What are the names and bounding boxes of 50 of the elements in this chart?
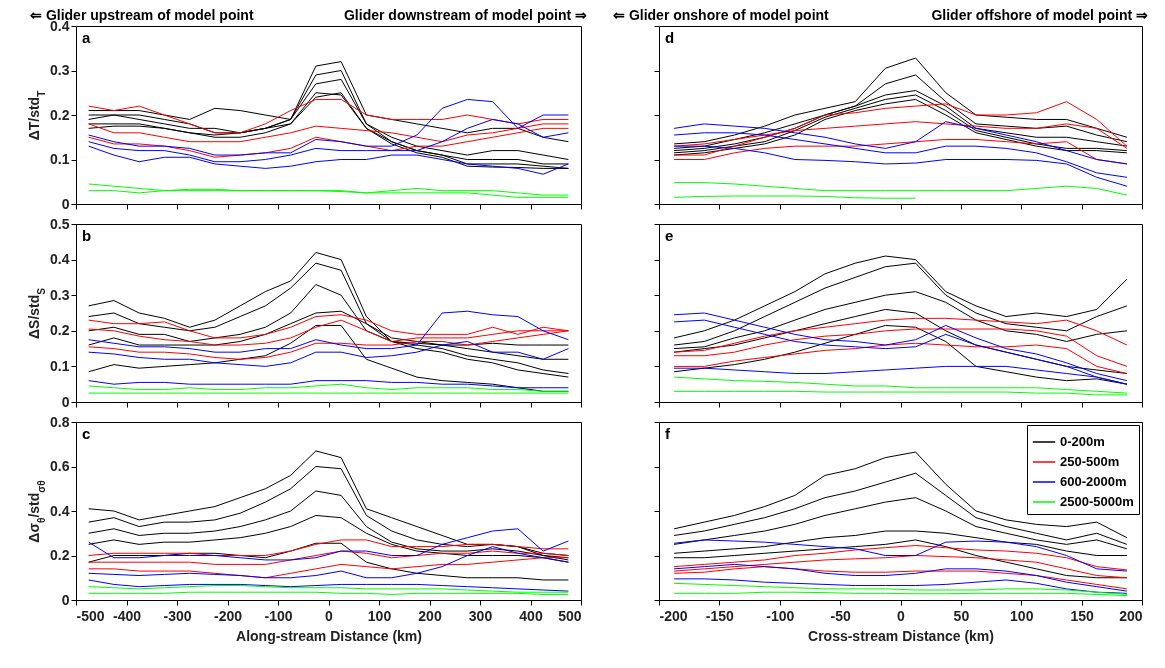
x-tick-label: 200 <box>418 607 442 624</box>
y-tick-label: 0.2 <box>50 106 70 123</box>
text: Glider downstream of model point ⇒ <box>343 7 587 23</box>
chart-title: c <box>82 425 91 442</box>
x-tick-label: -300 <box>163 607 192 624</box>
x-tick-label: -200 <box>213 607 243 624</box>
legend-label: 2500-5000m <box>1060 494 1134 509</box>
x-tick-label: -400 <box>112 607 142 624</box>
chart-title: f <box>665 425 671 442</box>
x-tick-label: -50 <box>830 607 851 624</box>
y-tick-label: 0.4 <box>50 502 70 519</box>
chart-title: d <box>665 29 675 46</box>
y-tick-label: 0.2 <box>50 547 70 563</box>
y-tick-label: 0.2 <box>50 322 70 339</box>
x-tick-label: 300 <box>468 607 493 624</box>
y-tick-label: 0.6 <box>50 458 70 474</box>
y-tick-label: 0.1 <box>50 357 70 374</box>
y-tick-label: 0.4 <box>50 251 70 268</box>
y-tick-label: 0 <box>61 591 70 608</box>
chart-title: a <box>82 29 91 46</box>
y-tick-label: 0.3 <box>50 62 70 78</box>
x-tick-label: -200 <box>659 607 688 624</box>
x-tick-label: -100 <box>264 607 293 624</box>
legend-label: 600-2000m <box>1060 474 1127 489</box>
y-tick-label: 0.5 <box>50 215 70 232</box>
chart-title: e <box>665 227 674 244</box>
chart-title: b <box>82 227 92 244</box>
x-axis-title: Cross-stream Distance (km) <box>808 627 994 644</box>
x-tick-label: 0 <box>325 607 334 624</box>
x-tick-label: 500 <box>558 607 582 624</box>
text: ⇐ Glider onshore of model point <box>613 7 830 23</box>
legend-label: 250-500m <box>1060 454 1120 469</box>
x-tick-label: 50 <box>953 607 970 624</box>
y-tick-label: 0.8 <box>50 413 70 430</box>
x-axis-title: Along-stream Distance (km) <box>236 627 422 644</box>
x-tick-label: 100 <box>367 607 392 624</box>
y-tick-label: 0.1 <box>50 151 70 167</box>
x-tick-label: 200 <box>1119 607 1143 624</box>
x-tick-label: -500 <box>76 607 105 624</box>
x-tick-label: 150 <box>1070 607 1095 624</box>
legend-label: 0-200m <box>1060 434 1105 449</box>
x-tick-label: -100 <box>766 607 795 624</box>
x-tick-label: -150 <box>705 607 735 624</box>
text: Glider offshore of model point ⇒ <box>931 7 1148 23</box>
x-tick-label: 0 <box>897 607 906 624</box>
y-tick-label: 0 <box>61 195 70 212</box>
y-tick-label: 0 <box>61 393 70 410</box>
x-tick-label: 400 <box>519 607 543 624</box>
x-tick-label: 100 <box>1010 607 1034 624</box>
y-tick-label: 0.3 <box>50 286 70 303</box>
